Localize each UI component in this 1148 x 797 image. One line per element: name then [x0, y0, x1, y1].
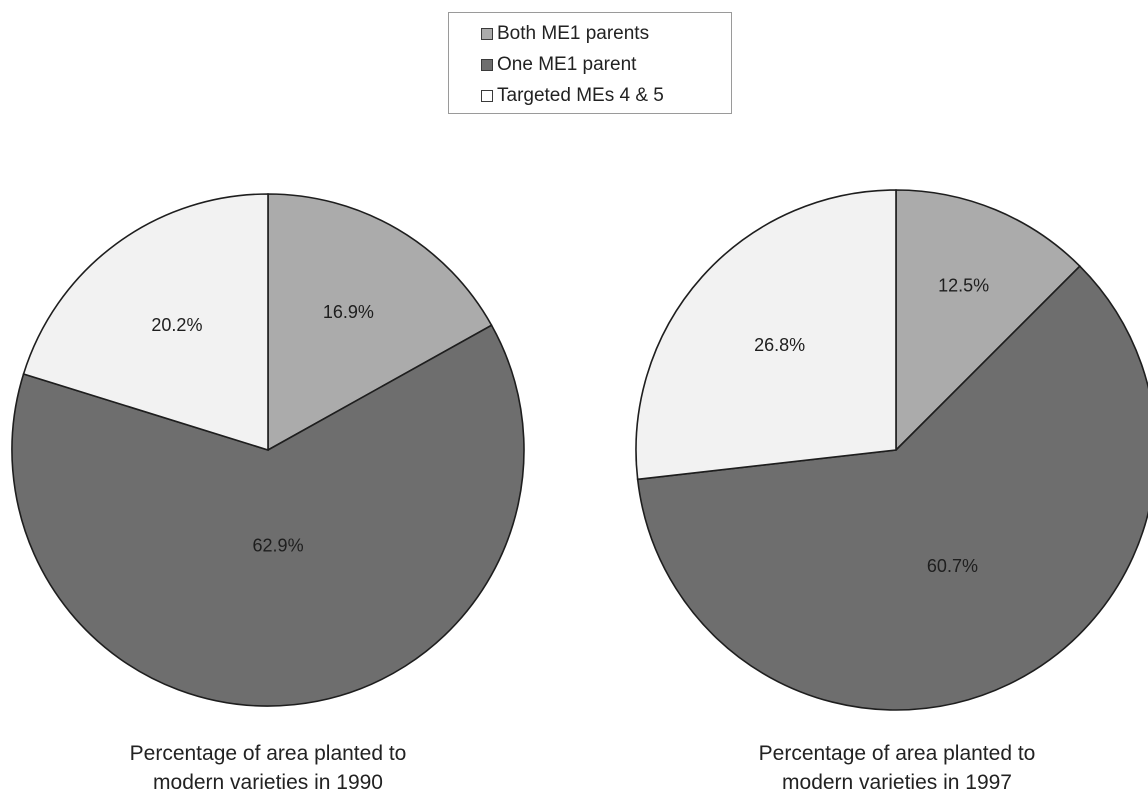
pie-1997-label-targeted-mes-4-5: 26.8% [754, 335, 805, 355]
legend-swatch-one-me1-parent [481, 58, 493, 71]
caption-1997-line-1: Percentage of area planted to [758, 742, 1036, 765]
caption-1997: Percentage of area planted to modern var… [697, 739, 1097, 797]
pie-1997: 12.5% 60.7% 26.8% [635, 189, 1148, 711]
legend: Both ME1 parents One ME1 parent Targeted… [448, 12, 732, 114]
pie-1997-label-both-me1-parents: 12.5% [938, 275, 989, 295]
pie-1990-slice-targeted-mes-4-5 [22, 193, 269, 452]
pie-1997-slice-one-me1-parent [636, 265, 1148, 711]
pie-1990-slice-one-me1-parent [11, 324, 525, 707]
pie-1990-label-targeted-mes-4-5: 20.2% [151, 315, 202, 335]
caption-1990: Percentage of area planted to modern var… [68, 739, 468, 797]
pie-1997-slice-both-me1-parents [895, 189, 1081, 452]
legend-swatch-targeted-mes [481, 89, 493, 102]
pie-1997-slice-targeted-mes-4-5 [635, 189, 897, 481]
legend-label-one-me1-parent: One ME1 parent [497, 53, 637, 75]
legend-item-one-me1-parent: One ME1 parent [481, 49, 731, 80]
pie-1990-slice-both-me1-parents [267, 193, 493, 452]
caption-1990-line-1: Percentage of area planted to [129, 742, 407, 765]
caption-1997-line-2: modern varieties in 1997 [782, 771, 1012, 794]
legend-swatch-both-me1-parents [481, 27, 493, 40]
legend-item-targeted-mes: Targeted MEs 4 & 5 [481, 80, 731, 111]
pie-1990: 16.9% 62.9% 20.2% [11, 193, 525, 707]
pie-1990-label-both-me1-parents: 16.9% [323, 302, 374, 322]
legend-label-targeted-mes: Targeted MEs 4 & 5 [497, 84, 664, 106]
pie-1990-label-one-me1-parent: 62.9% [253, 536, 304, 556]
pie-1997-label-one-me1-parent: 60.7% [927, 556, 978, 576]
caption-1990-line-2: modern varieties in 1990 [153, 771, 383, 794]
legend-item-both-me1-parents: Both ME1 parents [481, 18, 731, 49]
legend-label-both-me1-parents: Both ME1 parents [497, 22, 650, 44]
